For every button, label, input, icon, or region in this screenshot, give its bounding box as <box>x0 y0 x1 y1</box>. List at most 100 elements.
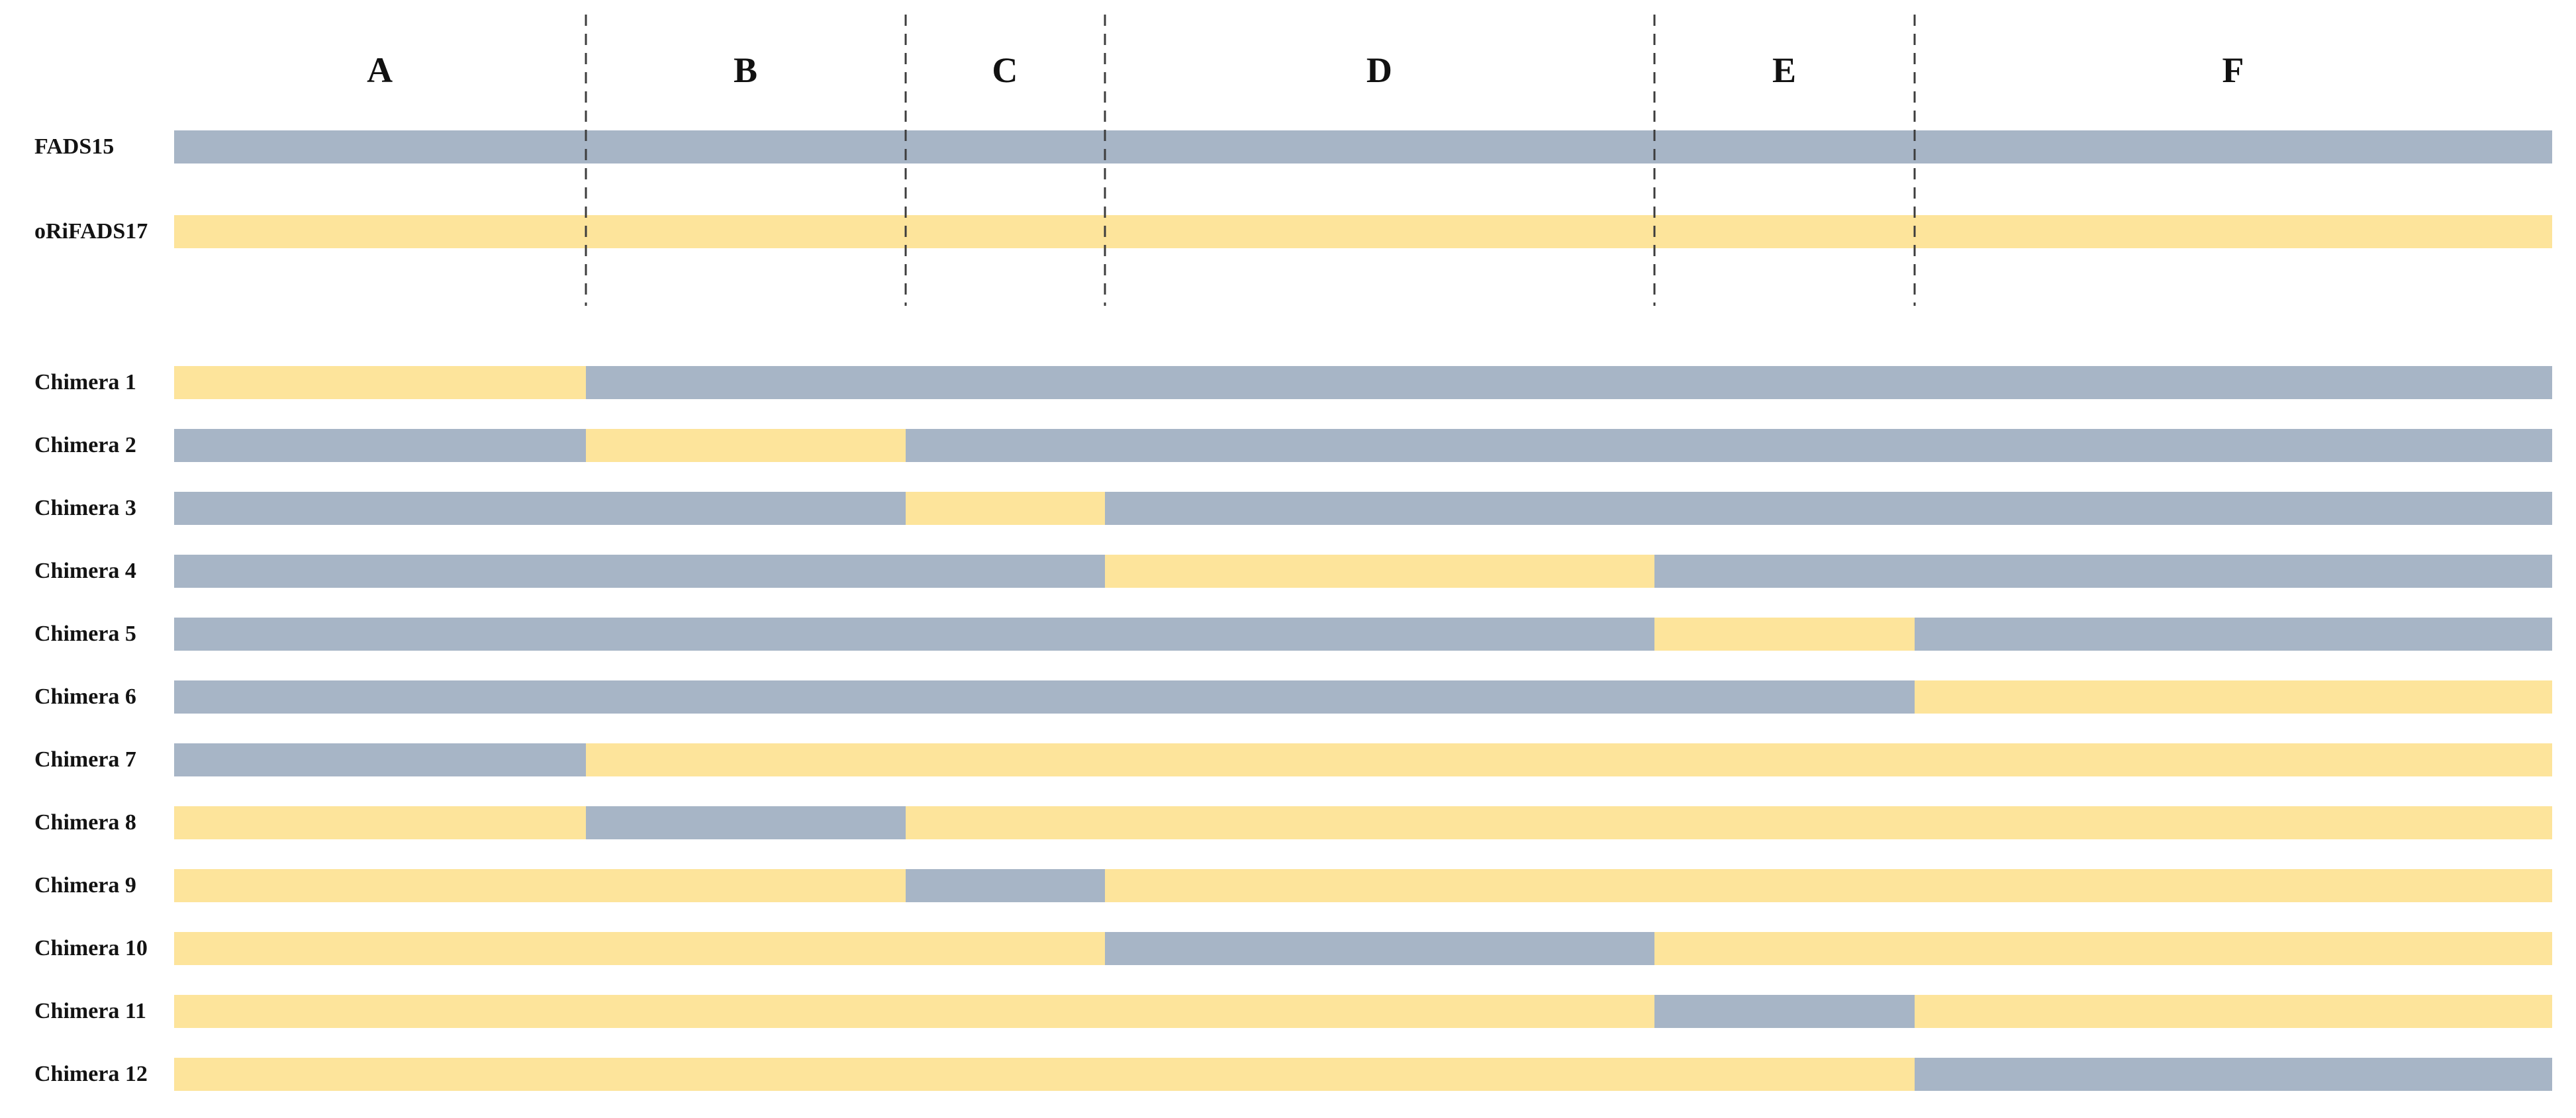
row-chimera-2: Chimera 2 <box>0 429 2576 462</box>
segment-e-fads15 <box>1654 429 1915 462</box>
segment-a-fads15 <box>174 618 587 651</box>
segment-b-orifads17 <box>586 429 906 462</box>
segment-d-fads15 <box>1104 680 1654 714</box>
construct-bar-chimera-6 <box>174 680 2552 714</box>
segment-c-fads15 <box>905 366 1105 399</box>
row-label-chimera-7: Chimera 7 <box>34 747 136 772</box>
segment-e-orifads17 <box>1654 215 1915 248</box>
segment-e-orifads17 <box>1654 806 1915 839</box>
row-label-chimera-4: Chimera 4 <box>34 559 136 583</box>
segment-d-orifads17 <box>1104 995 1654 1028</box>
segment-f-fads15 <box>1914 130 2552 163</box>
row-chimera-7: Chimera 7 <box>0 743 2576 776</box>
segment-c-orifads17 <box>905 215 1105 248</box>
construct-bar-chimera-3 <box>174 492 2552 525</box>
segment-c-orifads17 <box>905 806 1105 839</box>
row-chimera-8: Chimera 8 <box>0 806 2576 839</box>
segment-f-orifads17 <box>1914 995 2552 1028</box>
segment-b-orifads17 <box>586 995 906 1028</box>
segment-e-orifads17 <box>1654 618 1915 651</box>
row-chimera-5: Chimera 5 <box>0 618 2576 651</box>
construct-bar-chimera-8 <box>174 806 2552 839</box>
row-label-orifads17: oRiFADS17 <box>34 219 148 244</box>
segment-d-orifads17 <box>1104 806 1654 839</box>
segment-c-orifads17 <box>905 932 1105 965</box>
row-label-chimera-3: Chimera 3 <box>34 496 136 520</box>
row-chimera-9: Chimera 9 <box>0 869 2576 902</box>
region-label-b: B <box>733 50 759 90</box>
segment-a-orifads17 <box>174 869 587 902</box>
region-label-a: A <box>367 50 394 90</box>
segment-d-orifads17 <box>1104 869 1654 902</box>
segment-d-fads15 <box>1104 492 1654 525</box>
row-chimera-4: Chimera 4 <box>0 555 2576 588</box>
segment-a-fads15 <box>174 429 587 462</box>
segment-b-fads15 <box>586 806 906 839</box>
segment-f-orifads17 <box>1914 743 2552 776</box>
construct-bar-chimera-5 <box>174 618 2552 651</box>
segment-f-orifads17 <box>1914 680 2552 714</box>
row-label-chimera-9: Chimera 9 <box>34 873 136 898</box>
row-chimera-1: Chimera 1 <box>0 366 2576 399</box>
segment-b-fads15 <box>586 618 906 651</box>
row-chimera-12: Chimera 12 <box>0 1058 2576 1091</box>
segment-a-fads15 <box>174 555 587 588</box>
segment-a-fads15 <box>174 680 587 714</box>
construct-bar-chimera-10 <box>174 932 2552 965</box>
segment-a-orifads17 <box>174 366 587 399</box>
row-chimera-10: Chimera 10 <box>0 932 2576 965</box>
row-label-chimera-1: Chimera 1 <box>34 370 136 395</box>
segment-b-orifads17 <box>586 869 906 902</box>
segment-d-fads15 <box>1104 429 1654 462</box>
segment-f-orifads17 <box>1914 932 2552 965</box>
row-orifads17: oRiFADS17 <box>0 215 2576 248</box>
row-label-chimera-8: Chimera 8 <box>34 810 136 835</box>
region-label-d: D <box>1366 50 1393 90</box>
segment-a-orifads17 <box>174 215 587 248</box>
segment-a-orifads17 <box>174 995 587 1028</box>
construct-bar-chimera-1 <box>174 366 2552 399</box>
segment-f-fads15 <box>1914 555 2552 588</box>
segment-b-orifads17 <box>586 932 906 965</box>
row-label-chimera-5: Chimera 5 <box>34 622 136 646</box>
segment-e-fads15 <box>1654 366 1915 399</box>
row-label-chimera-12: Chimera 12 <box>34 1062 148 1086</box>
row-fads15: FADS15 <box>0 130 2576 163</box>
region-label-f: F <box>2222 50 2245 90</box>
segment-e-orifads17 <box>1654 1058 1915 1091</box>
segment-c-orifads17 <box>905 743 1105 776</box>
region-label-c: C <box>992 50 1019 90</box>
segment-a-fads15 <box>174 130 587 163</box>
construct-bar-chimera-9 <box>174 869 2552 902</box>
segment-f-orifads17 <box>1914 215 2552 248</box>
construct-bar-chimera-7 <box>174 743 2552 776</box>
segment-f-fads15 <box>1914 366 2552 399</box>
segment-e-orifads17 <box>1654 743 1915 776</box>
segment-e-fads15 <box>1654 130 1915 163</box>
segment-a-orifads17 <box>174 1058 587 1091</box>
segment-f-fads15 <box>1914 1058 2552 1091</box>
segment-c-fads15 <box>905 680 1105 714</box>
segment-c-fads15 <box>905 130 1105 163</box>
segment-b-fads15 <box>586 555 906 588</box>
segment-c-orifads17 <box>905 1058 1105 1091</box>
row-label-chimera-10: Chimera 10 <box>34 936 148 960</box>
segment-c-fads15 <box>905 429 1105 462</box>
segment-c-fads15 <box>905 555 1105 588</box>
segment-e-orifads17 <box>1654 869 1915 902</box>
segment-c-fads15 <box>905 618 1105 651</box>
segment-b-fads15 <box>586 492 906 525</box>
segment-f-fads15 <box>1914 492 2552 525</box>
construct-bar-chimera-12 <box>174 1058 2552 1091</box>
segment-d-orifads17 <box>1104 1058 1654 1091</box>
segment-c-orifads17 <box>905 995 1105 1028</box>
segment-f-fads15 <box>1914 429 2552 462</box>
segment-a-orifads17 <box>174 806 587 839</box>
segment-e-fads15 <box>1654 680 1915 714</box>
segment-b-orifads17 <box>586 215 906 248</box>
row-label-chimera-11: Chimera 11 <box>34 999 147 1023</box>
segment-e-fads15 <box>1654 492 1915 525</box>
segment-b-orifads17 <box>586 1058 906 1091</box>
row-chimera-11: Chimera 11 <box>0 995 2576 1028</box>
segment-d-orifads17 <box>1104 743 1654 776</box>
